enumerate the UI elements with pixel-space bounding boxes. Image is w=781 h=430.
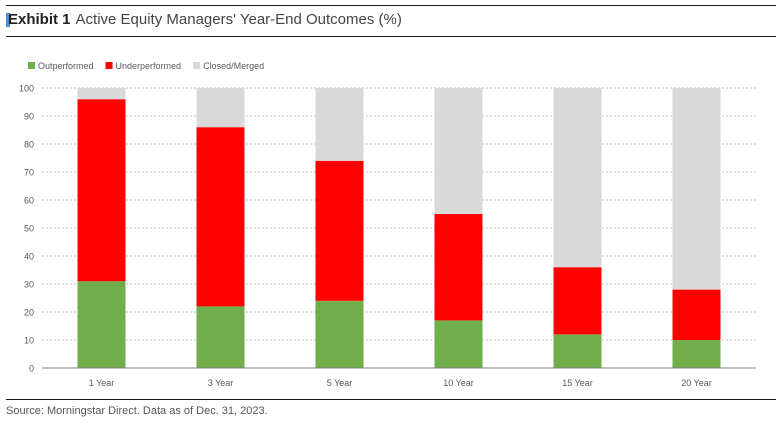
legend-label-underperformed: Underperformed — [116, 61, 182, 71]
x-tick-label-1-year: 1 Year — [89, 378, 115, 388]
bar-1-year-closed-merged — [77, 88, 126, 100]
title-accent-mark — [6, 13, 10, 27]
bar-1-year-outperformed — [77, 281, 126, 368]
y-tick-label-80: 80 — [24, 140, 34, 150]
y-tick-label-60: 60 — [24, 196, 34, 206]
legend-label-closed-merged: Closed/Merged — [203, 61, 264, 71]
y-tick-label-100: 100 — [19, 84, 34, 94]
exhibit-label: Exhibit 1 — [8, 11, 71, 28]
exhibit-title-text: Active Equity Managers' Year-End Outcome… — [75, 11, 402, 28]
bar-1-year-underperformed — [77, 99, 126, 282]
bar-20-year-underperformed — [672, 289, 721, 340]
source-note: Source: Morningstar Direct. Data as of D… — [6, 405, 268, 417]
y-tick-label-40: 40 — [24, 252, 34, 262]
stacked-bar-chart: 0 10 20 30 40 50 60 70 80 90 100 1 Year 3 Year 5 Year… — [19, 61, 756, 388]
legend-swatch-closed-merged — [193, 62, 201, 69]
bar-15-year-outperformed — [553, 334, 602, 368]
bar-10-year-underperformed — [434, 214, 483, 321]
bar-20-year-outperformed — [672, 340, 721, 368]
y-tick-label-10: 10 — [24, 336, 34, 346]
bar-15-year-closed-merged — [553, 88, 602, 268]
y-tick-label-50: 50 — [24, 224, 34, 234]
x-tick-label-10-year: 10 Year — [443, 378, 474, 388]
x-tick-label-3-year: 3 Year — [208, 378, 234, 388]
x-tick-label-15-year: 15 Year — [562, 378, 593, 388]
top-rule — [6, 5, 776, 6]
y-tick-label-30: 30 — [24, 280, 34, 290]
y-tick-label-0: 0 — [29, 364, 34, 374]
y-tick-label-20: 20 — [24, 308, 34, 318]
bar-15-year-underperformed — [553, 267, 602, 335]
x-tick-label-5-year: 5 Year — [327, 378, 353, 388]
legend-swatch-underperformed — [105, 62, 113, 69]
legend-swatch-outperformed — [28, 62, 35, 69]
bar-3-year-outperformed — [196, 306, 245, 368]
bar-5-year-closed-merged — [315, 88, 364, 161]
y-tick-label-90: 90 — [24, 112, 34, 122]
x-tick-label-20-year: 20 Year — [681, 378, 712, 388]
bar-5-year-outperformed — [315, 300, 364, 368]
bar-10-year-outperformed — [434, 320, 483, 368]
chart-title: Exhibit 1 Active Equity Managers' Year-En… — [8, 11, 402, 28]
y-tick-label-70: 70 — [24, 168, 34, 178]
bar-10-year-closed-merged — [434, 88, 483, 214]
bar-3-year-underperformed — [196, 127, 245, 307]
bar-3-year-closed-merged — [196, 88, 245, 128]
bar-5-year-underperformed — [315, 160, 364, 301]
bar-20-year-closed-merged — [672, 88, 721, 290]
legend-label-outperformed: Outperformed — [38, 61, 94, 71]
chart-frame: 0 10 20 30 40 50 60 70 80 90 100 1 Year 3 Year 5 Year… — [6, 36, 776, 400]
